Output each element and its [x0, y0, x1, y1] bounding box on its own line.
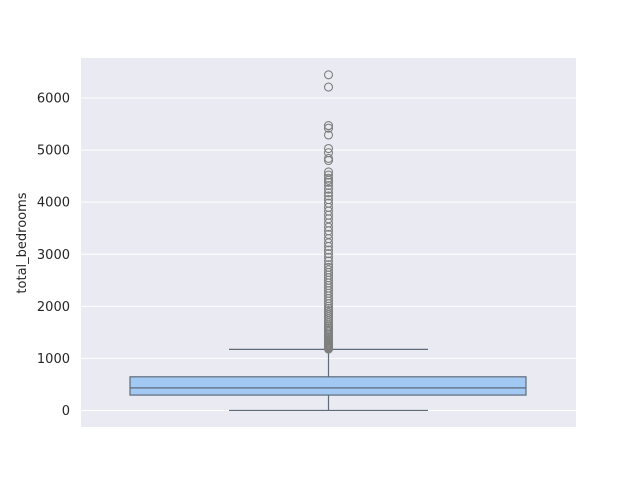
outlier-point [323, 256, 334, 266]
outlier-point [323, 262, 334, 272]
outlier-point [323, 121, 334, 131]
y-tick-label: 0 [62, 404, 70, 419]
y-tick-label: 1000 [37, 352, 70, 367]
outlier-points [323, 70, 334, 354]
outlier-point [323, 245, 334, 255]
outlier-point [323, 82, 334, 92]
y-tick-label: 3000 [37, 248, 70, 263]
outlier-point [323, 148, 334, 158]
outlier-point [323, 167, 334, 177]
outlier-point [323, 180, 334, 191]
iqr-box [129, 376, 527, 396]
outlier-point [323, 184, 334, 194]
outlier-point [323, 249, 334, 259]
y-tick-label: 6000 [37, 92, 70, 107]
outlier-point [323, 130, 334, 140]
y-axis-label: total_bedrooms [15, 192, 30, 293]
outlier-point [323, 173, 334, 183]
y-tick-labels: 0 1000 2000 3000 4000 5000 6000 [37, 92, 70, 420]
y-tick-label: 5000 [37, 144, 70, 159]
outlier-point [323, 265, 334, 275]
outlier-point [323, 195, 334, 205]
y-tick-label: 4000 [37, 196, 70, 211]
outlier-point [323, 170, 334, 180]
outlier-point [323, 153, 334, 163]
outlier-point [323, 229, 334, 240]
outlier-point [323, 70, 334, 80]
outlier-point [323, 260, 334, 270]
outlier-point [323, 252, 334, 262]
outlier-point [323, 123, 334, 133]
outlier-point [323, 191, 334, 201]
outlier-point [323, 188, 334, 198]
outlier-point [323, 143, 334, 154]
y-tick-label: 2000 [37, 300, 70, 315]
outlier-point [323, 198, 334, 208]
